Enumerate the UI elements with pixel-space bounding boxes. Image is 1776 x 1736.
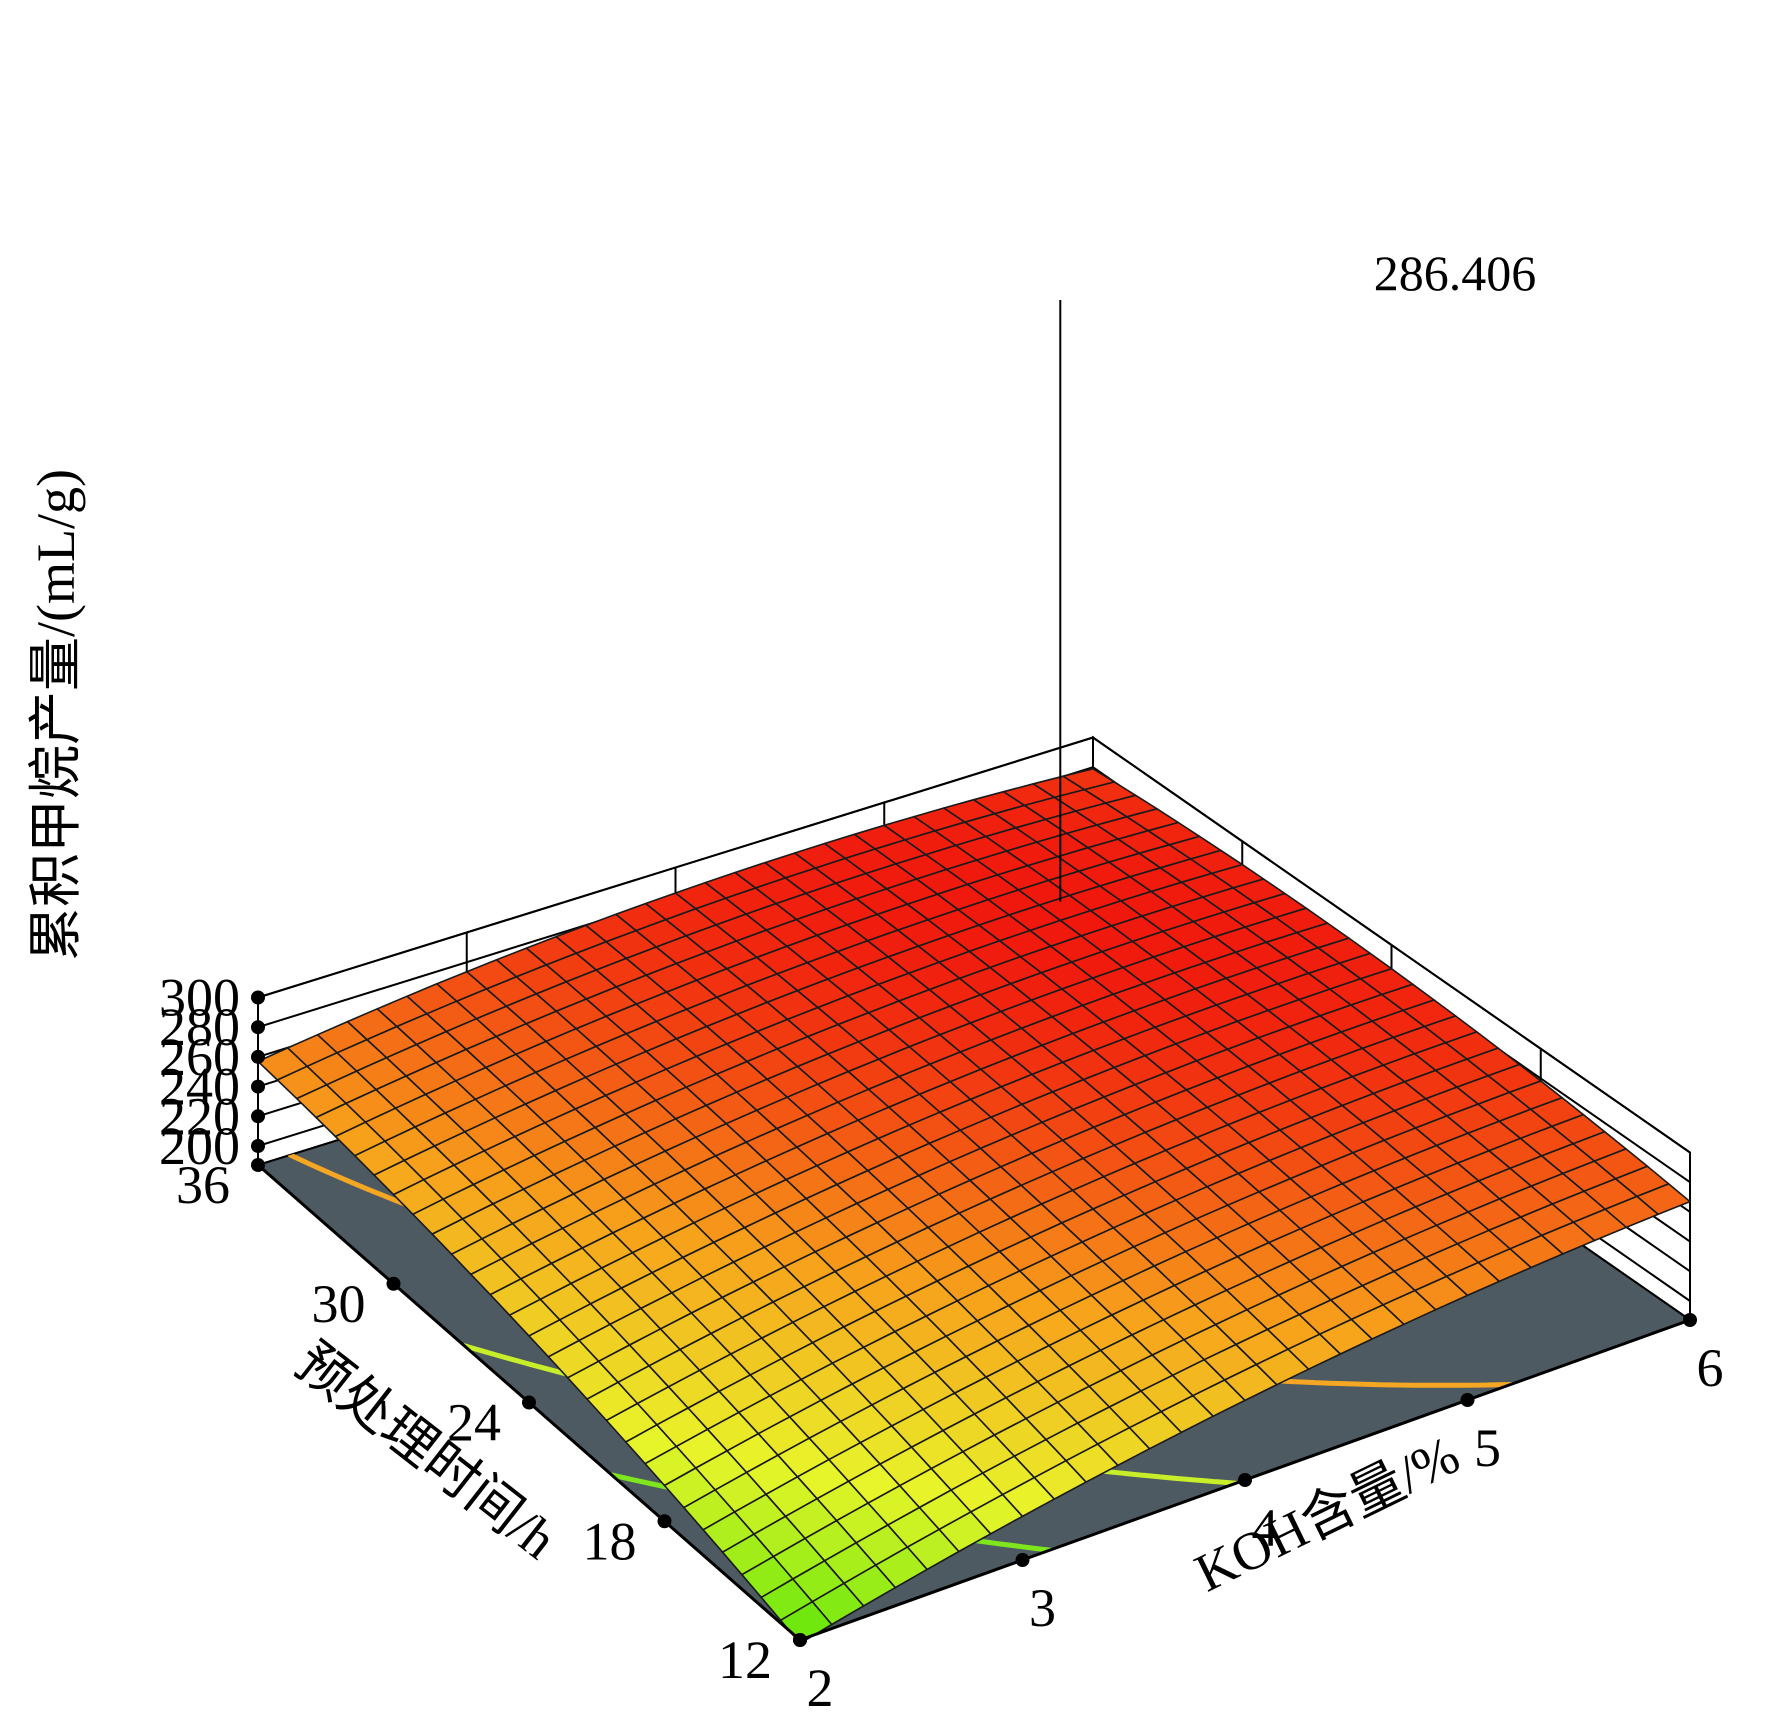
- x-tick-mark: [1683, 1313, 1697, 1327]
- surface-facet: [1636, 1183, 1691, 1216]
- z-tick-mark: [251, 990, 265, 1005]
- z-tick-label: 220: [159, 1086, 240, 1146]
- z-axis-title: 累积甲烷产量/(mL/g): [26, 469, 86, 961]
- y-tick-mark: [386, 1276, 401, 1291]
- y-tick-mark: [522, 1395, 536, 1410]
- z-tick-label: 200: [159, 1116, 240, 1176]
- x-tick-mark: [1015, 1553, 1030, 1567]
- x-tick-label: 6: [1697, 1338, 1724, 1398]
- z-tick-mark: [251, 1020, 265, 1035]
- z-tick-mark: [251, 1109, 265, 1124]
- y-tick-label: 24: [447, 1393, 501, 1453]
- z-tick-mark: [251, 1079, 265, 1094]
- x-tick-mark: [1460, 1393, 1475, 1407]
- z-tick-label: 260: [159, 1027, 240, 1087]
- z-tick-label: 300: [159, 968, 240, 1028]
- z-tick-mark: [251, 1049, 265, 1064]
- max-value-label: 286.406: [1374, 245, 1537, 301]
- x-tick-mark: [793, 1633, 807, 1647]
- y-tick-label: 18: [583, 1511, 637, 1571]
- y-tick-mark: [251, 1158, 265, 1172]
- response-surface: [257, 767, 1691, 1645]
- y-tick-label: 12: [718, 1630, 772, 1690]
- x-tick-label: 5: [1474, 1418, 1501, 1478]
- x-tick-mark: [1238, 1473, 1252, 1487]
- z-tick-label: 240: [159, 1057, 240, 1117]
- y-tick-mark: [657, 1514, 672, 1529]
- x-tick-label: 2: [807, 1658, 834, 1718]
- z-tick-label: 280: [159, 997, 240, 1057]
- y-tick-label: 30: [312, 1274, 366, 1334]
- y-tick-label: 36: [176, 1155, 230, 1215]
- z-tick-mark: [251, 1139, 265, 1153]
- x-tick-label: 4: [1252, 1498, 1279, 1558]
- x-tick-label: 3: [1029, 1578, 1056, 1638]
